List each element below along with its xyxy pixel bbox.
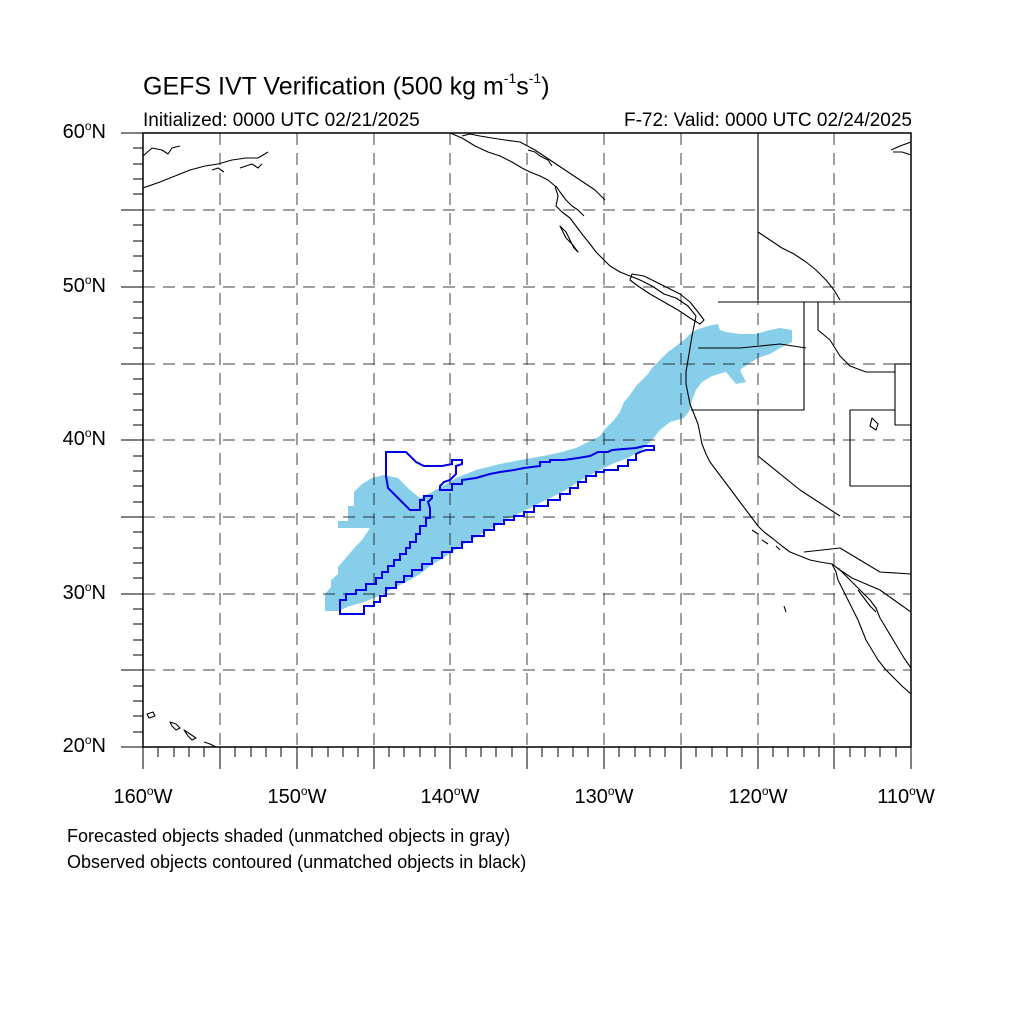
lon-label-150w: 150oW xyxy=(267,784,327,808)
forecast-object xyxy=(325,324,792,611)
tick-marks xyxy=(121,132,912,769)
lon-label-120w: 120oW xyxy=(728,784,788,808)
lat-label-60n: 60oN xyxy=(62,119,106,143)
graticule xyxy=(143,133,911,747)
lat-label-40n: 40oN xyxy=(62,426,106,450)
lat-label-30n: 30oN xyxy=(62,580,106,604)
initialized-time: Initialized: 0000 UTC 02/21/2025 xyxy=(143,110,420,131)
lon-label-130w: 130oW xyxy=(574,784,634,808)
valid-time: F-72: Valid: 0000 UTC 02/24/2025 xyxy=(624,110,912,131)
lat-label-50n: 50oN xyxy=(62,273,106,297)
lon-label-160w: 160oW xyxy=(113,784,173,808)
lon-label-110w: 110oW xyxy=(877,784,935,808)
lon-label-140w: 140oW xyxy=(420,784,480,808)
legend-note-observed: Observed objects contoured (unmatched ob… xyxy=(67,852,527,872)
map-title: GEFS IVT Verification (500 kg m-1s-1) xyxy=(143,70,550,101)
legend-note-forecast: Forecasted objects shaded (unmatched obj… xyxy=(67,826,511,846)
observed-object-contour xyxy=(339,445,655,615)
lat-label-20n: 20oN xyxy=(62,733,106,757)
